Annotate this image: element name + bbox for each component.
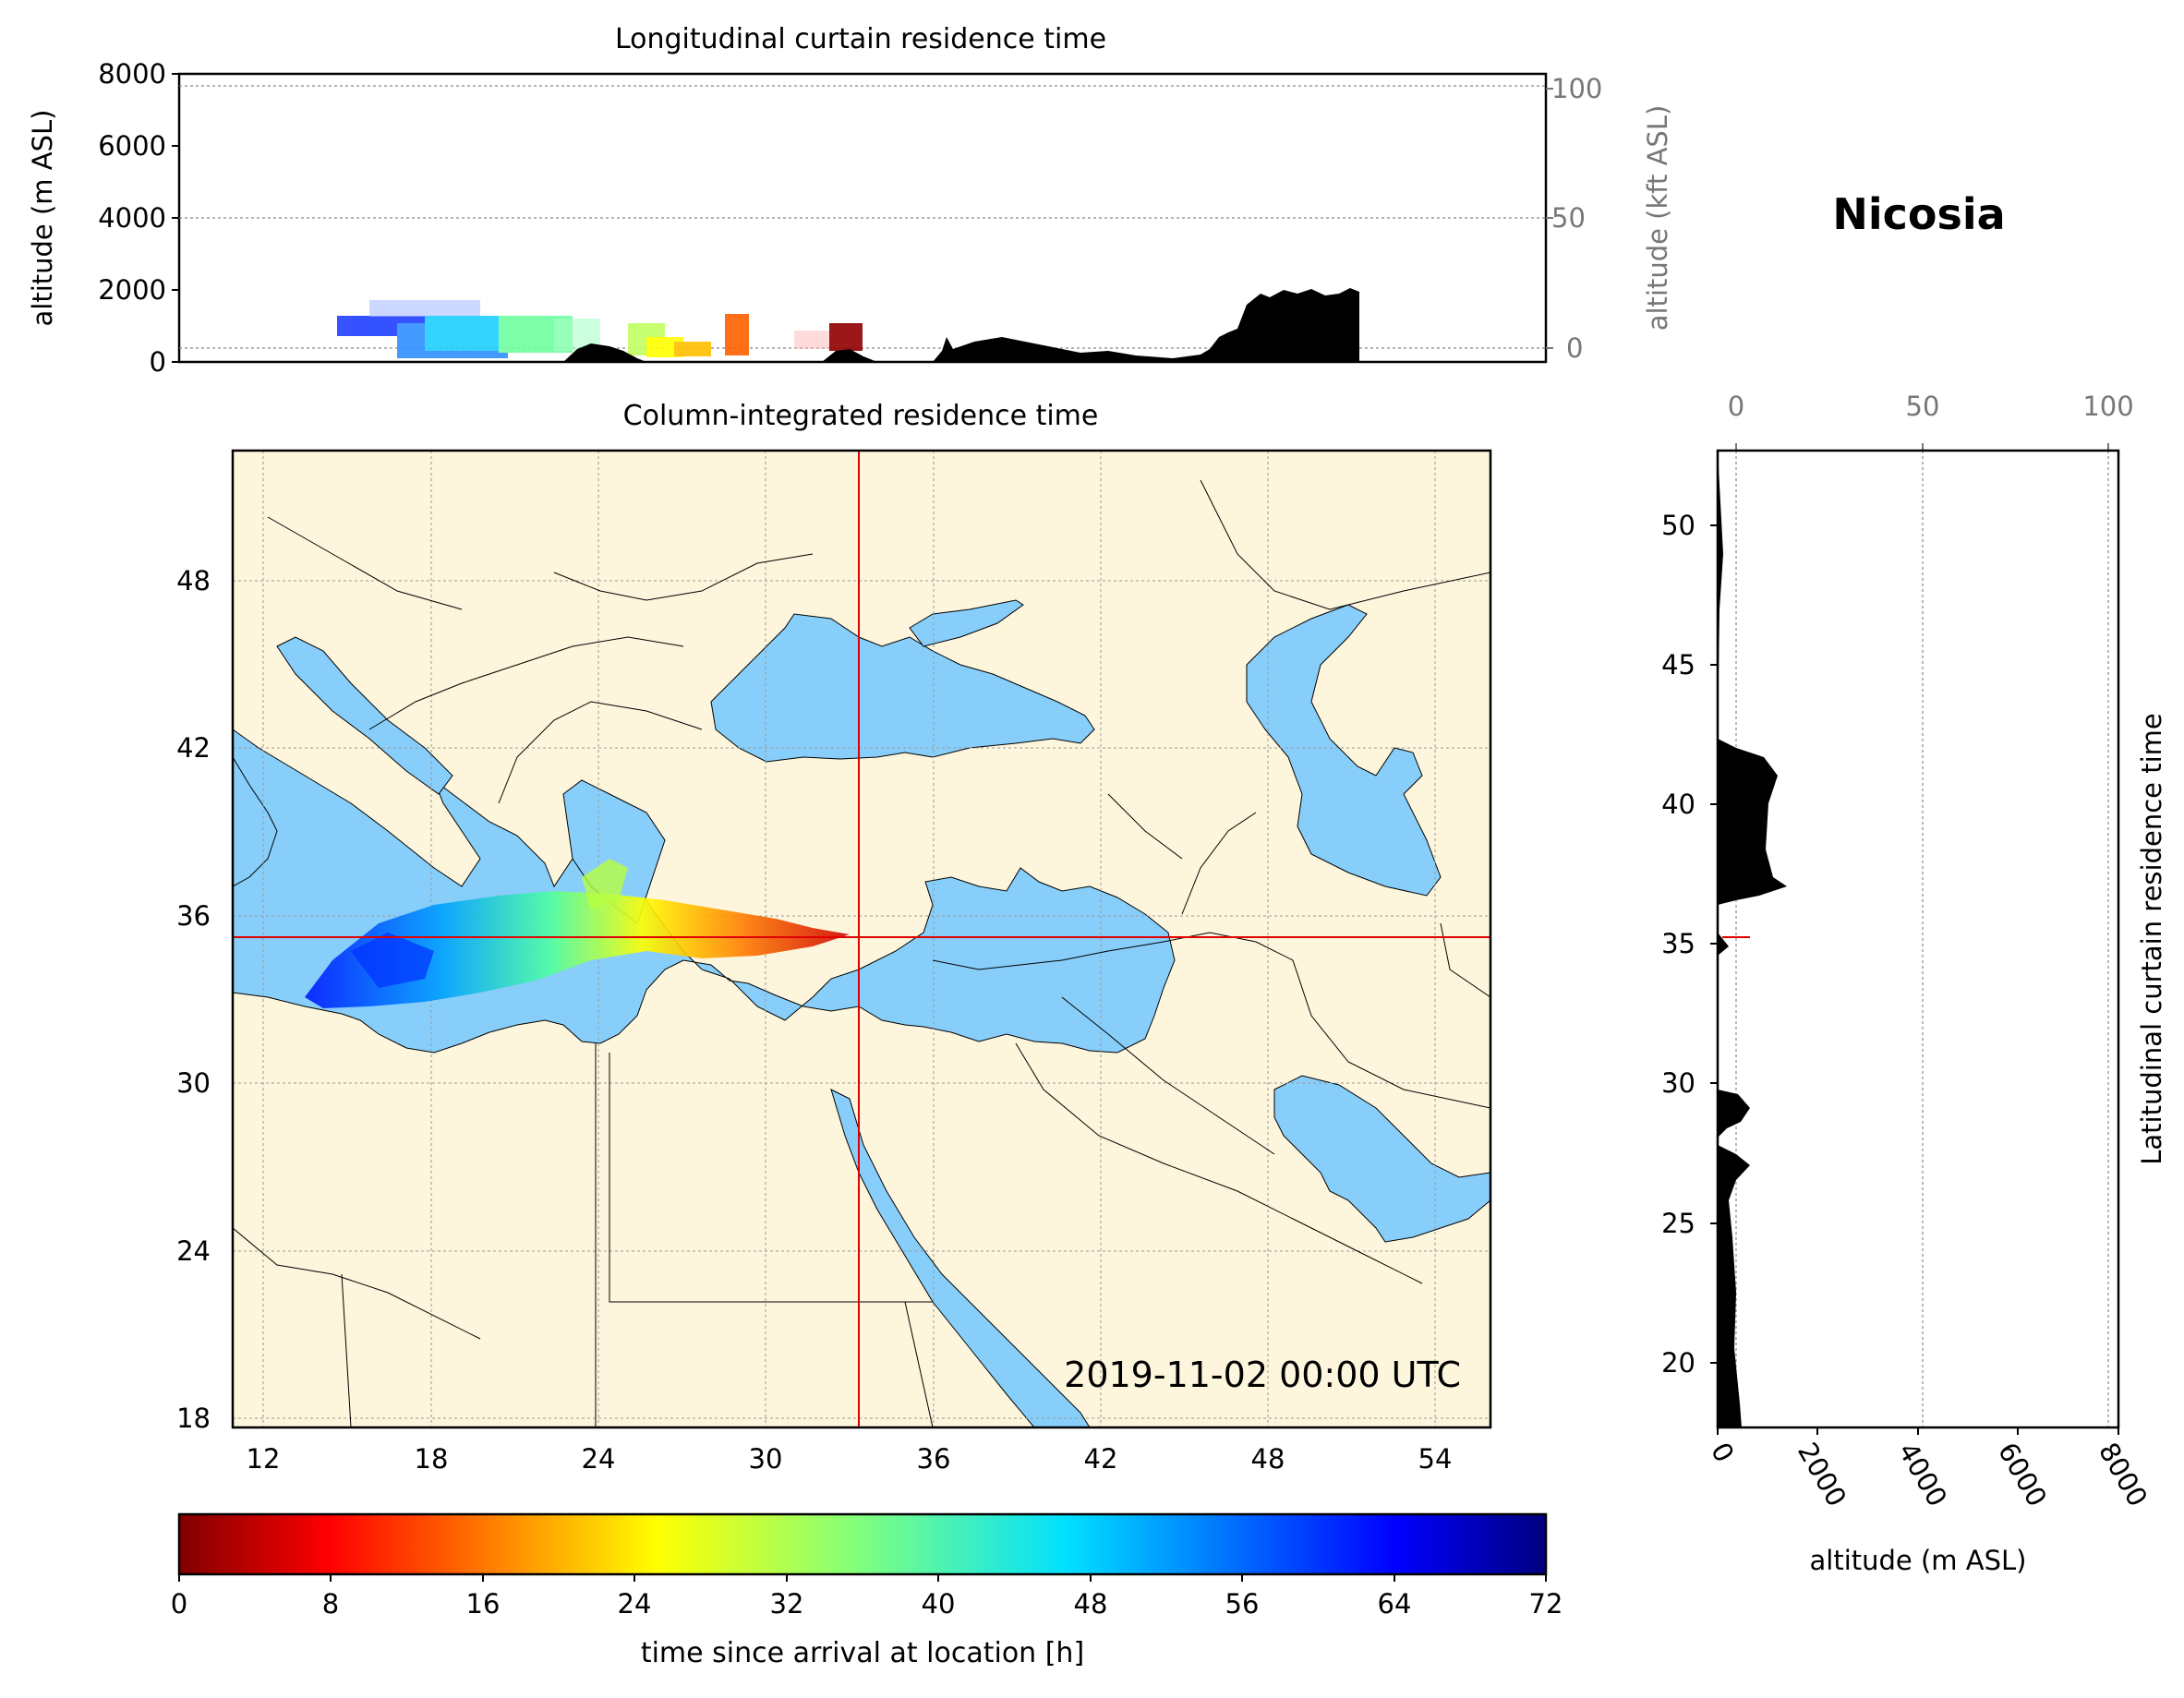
side-bottom-tick: 2000 <box>1792 1438 1852 1512</box>
colorbar-tick-marks <box>178 1574 1547 1582</box>
lon-tick: 48 <box>1251 1443 1285 1475</box>
side-bottom-axis: 0 2000 4000 6000 8000 <box>1705 1427 2154 1511</box>
side-bottom-tick: 6000 <box>1992 1438 2053 1512</box>
map-timestamp: 2019-11-02 00:00 UTC <box>1064 1355 1461 1395</box>
top-left-tick: 0 <box>150 346 166 378</box>
lon-tick: 36 <box>917 1443 951 1475</box>
tyrrhenian-sea <box>233 756 278 887</box>
side-lat-tick: 25 <box>1661 1208 1695 1239</box>
side-lat-tick: 35 <box>1661 928 1695 959</box>
top-left-tick: 2000 <box>98 274 166 306</box>
map-lon-ticks: 12 18 24 30 36 42 48 54 <box>247 1443 1453 1475</box>
top-panel-title: Longitudinal curtain residence time <box>615 23 1106 55</box>
side-bottom-tick: 4000 <box>1892 1438 1953 1512</box>
colorbar-tick: 8 <box>322 1588 339 1620</box>
side-panel-xlabel: altitude (m ASL) <box>1810 1545 2027 1576</box>
top-right-tick: 100 <box>1551 73 1602 104</box>
red-sea <box>830 1089 1091 1427</box>
colorbar-tick: 32 <box>770 1588 804 1620</box>
lon-tick: 12 <box>247 1443 281 1475</box>
top-left-tick: 4000 <box>98 202 166 234</box>
colorbar-tick: 0 <box>171 1588 187 1620</box>
adriatic-sea <box>276 636 453 795</box>
side-lat-tick: 50 <box>1661 510 1695 541</box>
location-title: Nicosia <box>1832 189 2005 239</box>
map-panel: Column-integrated residence time <box>176 400 1492 1475</box>
top-panel-ylabel-right: altitude (kft ASL) <box>1642 105 1673 331</box>
map-lat-ticks: 18 24 30 36 42 48 <box>176 565 211 1434</box>
side-lat-tick: 20 <box>1661 1347 1695 1379</box>
lon-tick: 42 <box>1084 1443 1118 1475</box>
colorbar-tick: 64 <box>1378 1588 1412 1620</box>
lat-tick: 36 <box>176 900 211 932</box>
lat-tick: 24 <box>176 1235 211 1267</box>
lon-tick: 18 <box>415 1443 449 1475</box>
colorbar: 0 8 16 24 32 40 48 56 64 72 time since a… <box>171 1512 1563 1669</box>
colorbar-tick: 16 <box>466 1588 501 1620</box>
top-right-axis: 0 50 100 <box>1546 73 1602 364</box>
top-right-tick: 0 <box>1566 332 1583 364</box>
side-lat-tick: 30 <box>1661 1067 1695 1099</box>
sea-of-azov <box>909 599 1024 647</box>
top-panel-terrain <box>563 288 1359 362</box>
colorbar-tick: 40 <box>922 1588 956 1620</box>
side-panel-ylabel-right: Latitudinal curtain residence time <box>2136 713 2167 1165</box>
caspian-sea <box>1246 604 1442 897</box>
side-lat-axis: 20 25 30 35 40 45 50 <box>1661 510 1718 1379</box>
top-right-tick: 50 <box>1551 202 1586 234</box>
colorbar-gradient <box>177 1512 1548 1576</box>
lat-tick: 42 <box>176 732 211 764</box>
colorbar-tick: 48 <box>1074 1588 1108 1620</box>
top-left-axis: 0 2000 4000 6000 8000 <box>98 58 179 378</box>
map-frame <box>231 449 1492 1429</box>
colorbar-tick: 24 <box>618 1588 652 1620</box>
lat-tick: 30 <box>176 1067 211 1099</box>
lon-tick: 54 <box>1418 1443 1453 1475</box>
longitudinal-curtain-panel: Longitudinal curtain residence time <box>27 23 1673 378</box>
lon-tick: 30 <box>749 1443 783 1475</box>
side-panel-frame <box>1716 449 2120 1429</box>
persian-gulf <box>1273 1075 1490 1243</box>
top-panel-residence <box>337 300 863 358</box>
residence-plume <box>305 859 850 1008</box>
side-panel-grid <box>1735 451 2109 1427</box>
latitudinal-curtain-panel: 0 50 100 20 <box>1661 391 2167 1576</box>
colorbar-tick: 72 <box>1529 1588 1563 1620</box>
top-left-tick: 6000 <box>98 130 166 162</box>
lon-tick: 24 <box>582 1443 616 1475</box>
side-bottom-tick: 8000 <box>2093 1438 2154 1512</box>
location-crosshair <box>233 451 1490 1427</box>
lat-tick: 48 <box>176 565 211 596</box>
black-sea <box>710 613 1095 763</box>
top-panel-ylabel-left: altitude (m ASL) <box>27 110 58 327</box>
side-top-tick: 50 <box>1906 391 1940 422</box>
map-panel-title: Column-integrated residence time <box>623 400 1099 432</box>
colorbar-label: time since arrival at location [h] <box>641 1637 1084 1669</box>
side-panel-terrain <box>1718 451 1787 1427</box>
top-left-tick: 8000 <box>98 58 166 90</box>
side-top-tick: 100 <box>2082 391 2133 422</box>
lat-tick: 18 <box>176 1403 211 1434</box>
side-lat-tick: 40 <box>1661 789 1695 820</box>
side-bottom-tick: 0 <box>1705 1438 1741 1468</box>
side-lat-tick: 45 <box>1661 649 1695 680</box>
side-top-tick: 0 <box>1728 391 1744 422</box>
side-top-axis: 0 50 100 <box>1728 391 2134 451</box>
colorbar-tick: 56 <box>1225 1588 1260 1620</box>
country-borders <box>233 479 1490 1427</box>
